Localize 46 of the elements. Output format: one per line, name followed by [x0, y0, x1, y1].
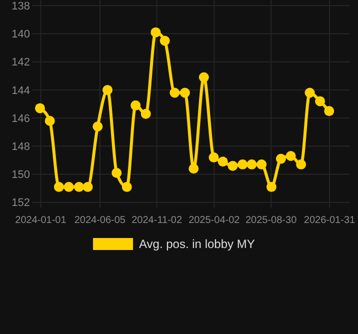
point — [92, 121, 103, 132]
y-tick-label: 152 — [12, 197, 30, 210]
point — [34, 103, 45, 114]
point — [74, 182, 84, 192]
point — [296, 159, 306, 170]
point — [82, 182, 93, 192]
point — [102, 84, 113, 95]
point — [198, 72, 209, 82]
point — [304, 88, 315, 98]
y-tick-label: 150 — [12, 169, 30, 182]
point — [44, 116, 55, 126]
x-tick-label: 2025-04-02 — [188, 215, 240, 226]
y-tick-label: 140 — [12, 28, 30, 41]
legend-label: Avg. pos. in lobby MY — [139, 237, 255, 252]
x-tick-label: 2025-08-30 — [245, 215, 298, 226]
y-tick-label: 144 — [12, 84, 30, 97]
point — [122, 182, 132, 192]
point — [54, 182, 64, 192]
point — [256, 159, 267, 170]
y-tick-label: 142 — [12, 56, 30, 69]
x-tick-label: 2024-11-02 — [132, 215, 182, 226]
x-tick-label: 2026-01-31 — [304, 215, 356, 226]
point — [208, 152, 219, 162]
point — [286, 151, 296, 161]
x-tick-label: 2024-01-01 — [15, 215, 67, 226]
point — [324, 106, 334, 116]
x-tick-label: 2024-06-05 — [74, 215, 126, 226]
point — [170, 88, 180, 98]
point — [228, 160, 238, 171]
point — [64, 182, 74, 192]
point — [276, 154, 286, 164]
point — [140, 108, 151, 119]
y-tick-label: 138 — [12, 0, 30, 12]
point — [246, 159, 257, 170]
point — [315, 96, 326, 106]
point — [180, 88, 190, 98]
point — [188, 164, 199, 174]
y-tick-label: 148 — [12, 141, 30, 154]
point — [218, 156, 228, 167]
point — [266, 182, 276, 192]
point — [112, 168, 122, 178]
point — [238, 159, 248, 170]
point — [160, 36, 170, 46]
y-tick-label: 146 — [12, 112, 30, 125]
point — [130, 100, 141, 110]
point — [150, 27, 161, 38]
